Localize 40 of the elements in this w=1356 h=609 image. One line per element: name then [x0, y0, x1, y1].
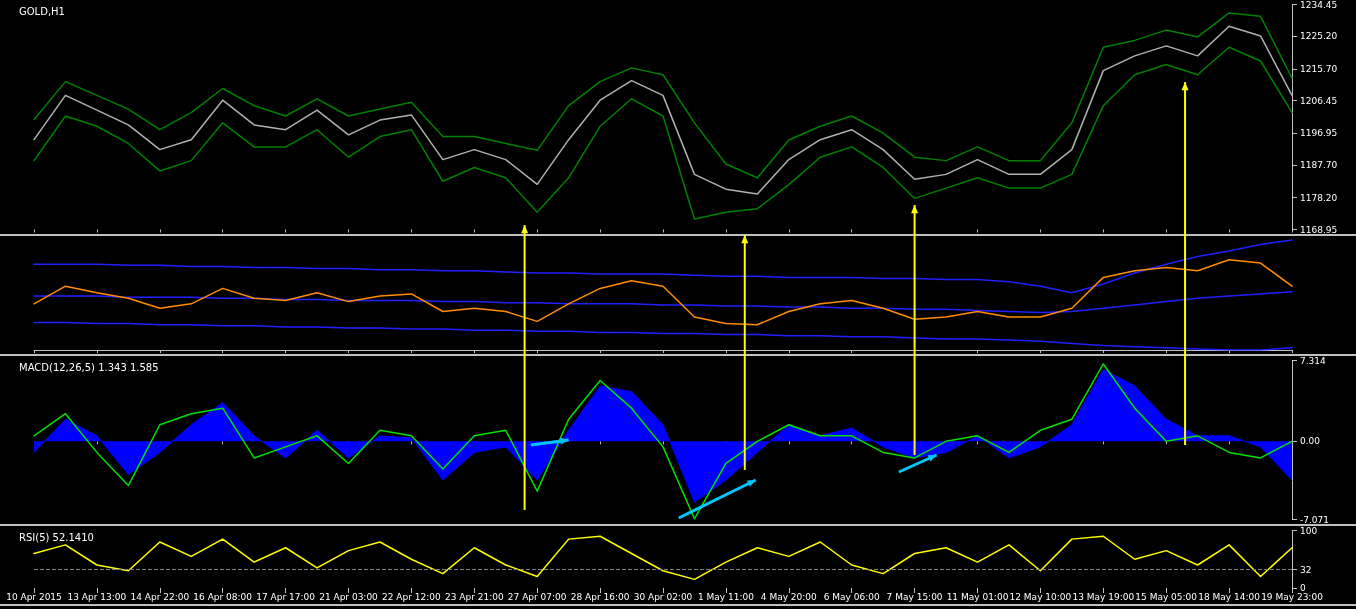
y-tick-label: 1206.45: [1300, 95, 1338, 106]
chart-title: MACD(12,26,5) 1.343 1.585: [19, 361, 159, 373]
y-tick-label: 0.00: [1300, 436, 1321, 447]
y-tick-label: 1234.45: [1300, 0, 1338, 10]
x-tick-label: 16 Apr 08:00: [193, 591, 253, 602]
x-tick-label: 14 Apr 22:00: [130, 591, 190, 602]
x-tick-label: 22 Apr 12:00: [382, 591, 442, 602]
chart-title: GOLD,H1: [19, 5, 65, 17]
x-tick-label: 21 Apr 03:00: [319, 591, 379, 602]
x-tick-label: 13 Apr 13:00: [67, 591, 127, 602]
y-tick-label: 32: [1300, 564, 1312, 575]
x-tick-label: 13 May 19:00: [1072, 591, 1135, 602]
y-tick-label: 1215.70: [1300, 63, 1338, 74]
x-tick-label: 11 May 01:00: [946, 591, 1009, 602]
y-tick-label: 1178.20: [1300, 192, 1338, 203]
y-tick-label: 100: [1300, 525, 1318, 536]
x-tick-label: 28 Apr 16:00: [570, 591, 630, 602]
y-tick-label: 1187.70: [1300, 160, 1338, 171]
x-tick-label: 12 May 10:00: [1009, 591, 1072, 602]
line-series: [33, 25, 1293, 195]
x-tick-label: 17 Apr 17:00: [256, 591, 316, 602]
y-tick-label: 0: [1300, 583, 1306, 593]
line-series: [33, 46, 1293, 220]
y-tick-label: 7.314: [1300, 355, 1327, 366]
x-tick-label: 7 May 15:00: [886, 591, 943, 602]
y-tick-label: -7.071: [1300, 514, 1330, 525]
x-tick-label: 15 May 05:00: [1135, 591, 1198, 602]
x-tick-label: 6 May 06:00: [823, 591, 880, 602]
chart-title: RSI(5) 52.1410: [19, 531, 94, 543]
x-tick-label: 18 May 14:00: [1198, 591, 1261, 602]
x-tick-label: 4 May 20:00: [760, 591, 818, 602]
y-tick-label: 1225.20: [1300, 31, 1338, 42]
x-tick-label: 30 Apr 02:00: [633, 591, 693, 602]
x-tick-label: 23 Apr 21:00: [444, 591, 504, 602]
y-tick-label: 1168.95: [1300, 224, 1338, 235]
x-tick-label: 10 Apr 2015: [6, 591, 62, 602]
x-tick-label: 1 May 11:00: [697, 591, 755, 602]
y-tick-label: 1196.95: [1300, 128, 1338, 139]
x-tick-label: 19 May 23:00: [1261, 591, 1324, 602]
x-tick-label: 27 Apr 07:00: [507, 591, 567, 602]
